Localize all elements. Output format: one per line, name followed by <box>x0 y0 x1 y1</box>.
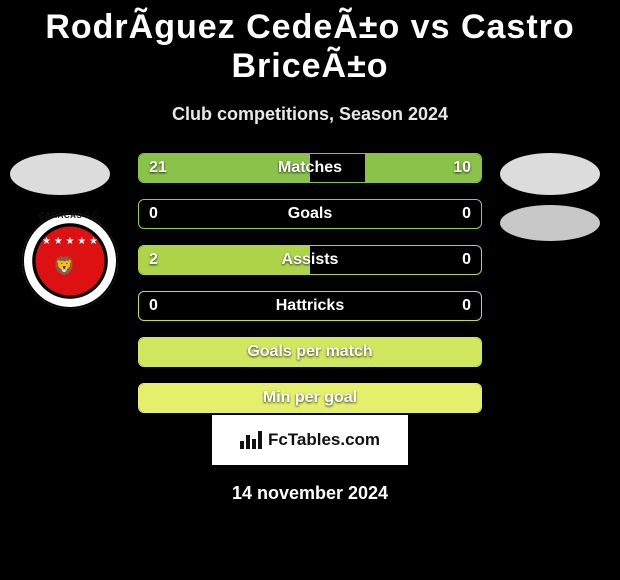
club-badge-lion-icon: 🦁 <box>53 256 75 277</box>
stat-row: 0 0 Goals <box>138 199 482 229</box>
stat-value-left: 0 <box>149 205 158 223</box>
stat-label: Matches <box>278 159 342 177</box>
player-left-avatar <box>10 153 110 195</box>
page-subtitle: Club competitions, Season 2024 <box>0 104 620 125</box>
brand-logo-icon <box>240 431 262 449</box>
club-badge: CARACAS F.C. ★ ★ ★ ★ ★ 🦁 <box>22 213 118 309</box>
stat-row: 2 0 Assists <box>138 245 482 275</box>
stat-label: Min per goal <box>263 389 357 407</box>
player-right-avatar-2 <box>500 205 600 241</box>
player-right-avatar-1 <box>500 153 600 195</box>
stat-row: Min per goal <box>138 383 482 413</box>
stat-value-left: 0 <box>149 297 158 315</box>
stat-label: Hattricks <box>276 297 344 315</box>
club-badge-inner: ★ ★ ★ ★ ★ 🦁 <box>31 222 109 300</box>
stat-value-right: 0 <box>462 297 471 315</box>
stat-label: Goals <box>288 205 332 223</box>
stat-label: Assists <box>282 251 339 269</box>
page-title: RodrÃ­guez CedeÃ±o vs Castro BriceÃ±o <box>0 0 620 86</box>
stat-row: 0 0 Hattricks <box>138 291 482 321</box>
stat-value-right: 0 <box>462 251 471 269</box>
stat-bars: 21 10 Matches 0 0 Goals 2 0 Assists 0 0 Hattricks Go… <box>138 153 482 429</box>
stat-row: 21 10 Matches <box>138 153 482 183</box>
club-badge-label: CARACAS F.C. <box>22 211 118 220</box>
stat-value-right: 0 <box>462 205 471 223</box>
stat-value-left: 2 <box>149 251 158 269</box>
footer-date: 14 november 2024 <box>0 483 620 504</box>
club-badge-stars: ★ ★ ★ ★ ★ <box>31 236 109 247</box>
stat-value-right: 10 <box>453 159 471 177</box>
stat-row: Goals per match <box>138 337 482 367</box>
brand-text: FcTables.com <box>268 430 380 450</box>
stat-value-left: 21 <box>149 159 167 177</box>
stat-label: Goals per match <box>247 343 372 361</box>
